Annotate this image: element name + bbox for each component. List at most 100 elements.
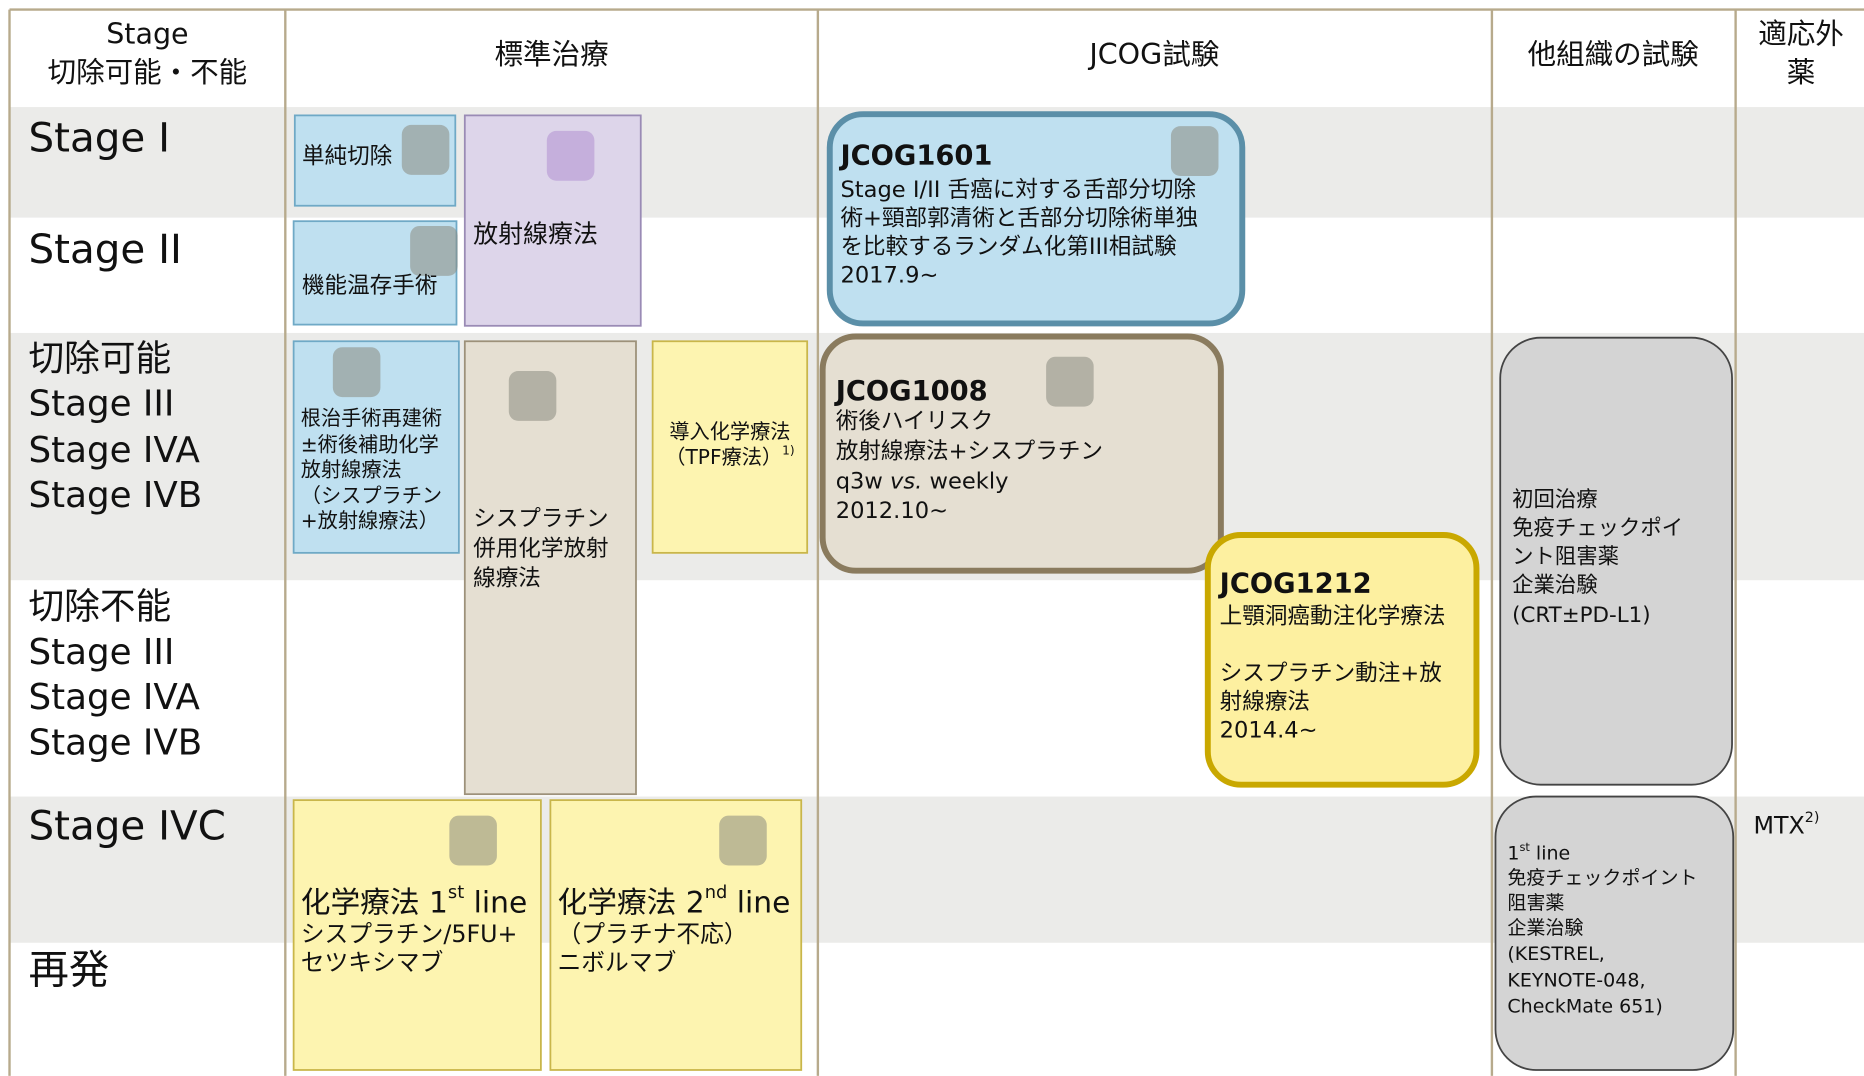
label: ニボルマブ [558, 949, 677, 977]
superscript: st [1519, 839, 1530, 853]
label: 射線療法 [1220, 689, 1310, 715]
box [292, 340, 460, 554]
label: KEYNOTE-048, [1507, 969, 1645, 991]
boxes [292, 111, 1735, 1071]
label: Stage III [29, 632, 175, 673]
label: 免疫チェックポイ [1512, 516, 1683, 541]
label: シスプラチン動注+放 [1220, 661, 1442, 687]
label: 1st line [1507, 839, 1570, 864]
label: 薬 [1787, 56, 1816, 89]
label: 標準治療 [495, 38, 609, 71]
box [1204, 532, 1480, 788]
label: (KESTREL, [1507, 943, 1604, 965]
label: 他組織の試験 [1528, 38, 1699, 71]
label: （TPF療法）1) [665, 443, 794, 468]
label: 導入化学療法 [669, 419, 790, 443]
superscript: st [448, 882, 464, 903]
icon [1046, 356, 1094, 407]
label: Stage I/II 舌癌に対する舌部分切除 [840, 177, 1196, 203]
icon [546, 130, 595, 181]
superscript: nd [705, 882, 728, 903]
box [819, 333, 1224, 574]
text-segment: （TPF療法） [665, 444, 782, 468]
label: JCOG1601 [838, 140, 992, 171]
label: 単純切除 [302, 143, 393, 169]
label: （プラチナ不応） [558, 920, 748, 948]
label: CheckMate 651) [1507, 995, 1662, 1017]
label: JCOG1008 [834, 376, 988, 407]
label: 企業治験 [1507, 917, 1583, 939]
text-segment: 1 [1507, 842, 1519, 864]
text-segment: 化学療法 2 [558, 885, 705, 920]
label: Stage IVA [29, 430, 201, 471]
label: ±術後補助化学 [301, 432, 439, 456]
label: (CRT±PD-L1) [1512, 603, 1650, 628]
text-segment: 化学療法 1 [301, 885, 448, 920]
label: 切除不能 [29, 587, 172, 628]
label: 切除可能 [29, 338, 172, 379]
text-segment: vs. [890, 468, 922, 494]
text-segment: line [1530, 842, 1570, 864]
label: 適応外 [1758, 18, 1844, 51]
text-segment: q3w [836, 468, 890, 494]
label: 免疫チェックポイント [1507, 867, 1697, 889]
box [1494, 795, 1735, 1071]
label: Stage IVA [29, 677, 201, 718]
label: 放射線療法 [301, 457, 402, 481]
label: Stage I [29, 113, 171, 161]
label: 放射線療法 [473, 219, 598, 248]
label: MTX2) [1753, 810, 1819, 839]
label: 術後ハイリスク [836, 409, 994, 435]
text-segment: line [464, 885, 527, 920]
label: 2017.9~ [840, 262, 938, 288]
label: Stage [106, 18, 188, 51]
label: 線療法 [473, 566, 541, 592]
text-segment: line [727, 885, 790, 920]
box [651, 340, 809, 554]
label: 切除可能・不能 [48, 56, 248, 89]
label: 2012.10~ [836, 498, 948, 524]
box [826, 111, 1246, 327]
label: +放射線療法） [301, 508, 439, 532]
label: セツキシマブ [301, 949, 444, 977]
label: JCOG1212 [1218, 568, 1372, 599]
icon [401, 124, 450, 175]
label: Stage IVB [29, 475, 203, 516]
label: 再発 [29, 945, 110, 993]
label: Stage II [29, 225, 182, 273]
icon [410, 225, 458, 276]
label: Stage IVB [29, 722, 203, 763]
label: 化学療法 1st line [301, 882, 527, 920]
label: 阻害薬 [1507, 892, 1564, 914]
label: 初回治療 [1512, 488, 1598, 513]
icon [332, 347, 381, 398]
label: 化学療法 2nd line [558, 882, 791, 920]
label: 企業治験 [1512, 573, 1598, 598]
label: を比較するランダム化第III相試験 [840, 234, 1176, 260]
icon [1170, 126, 1219, 177]
superscript: 1) [782, 443, 794, 457]
label: 2014.4~ [1220, 718, 1318, 744]
label: 機能温存手術 [302, 273, 437, 299]
icon [449, 815, 497, 866]
label: Stage III [29, 383, 175, 424]
label: 放射線療法+シスプラチン [836, 438, 1103, 464]
label: 併用化学放射 [473, 536, 608, 562]
superscript: 2) [1805, 810, 1820, 826]
label: シスプラチン/5FU+ [301, 920, 518, 948]
label: q3w vs. weekly [836, 468, 1009, 494]
label: （シスプラチン [301, 483, 442, 507]
icon [719, 815, 767, 866]
text-segment: MTX [1753, 811, 1804, 839]
label: JCOG試験 [1087, 38, 1219, 71]
text-segment: weekly [922, 468, 1008, 494]
box [1499, 336, 1733, 786]
icon [508, 370, 557, 421]
label: Stage IVC [29, 802, 226, 850]
box [292, 799, 542, 1071]
label: ント阻害薬 [1512, 545, 1619, 570]
label: シスプラチン [473, 506, 608, 532]
label: 根治手術再建術 [301, 406, 442, 430]
